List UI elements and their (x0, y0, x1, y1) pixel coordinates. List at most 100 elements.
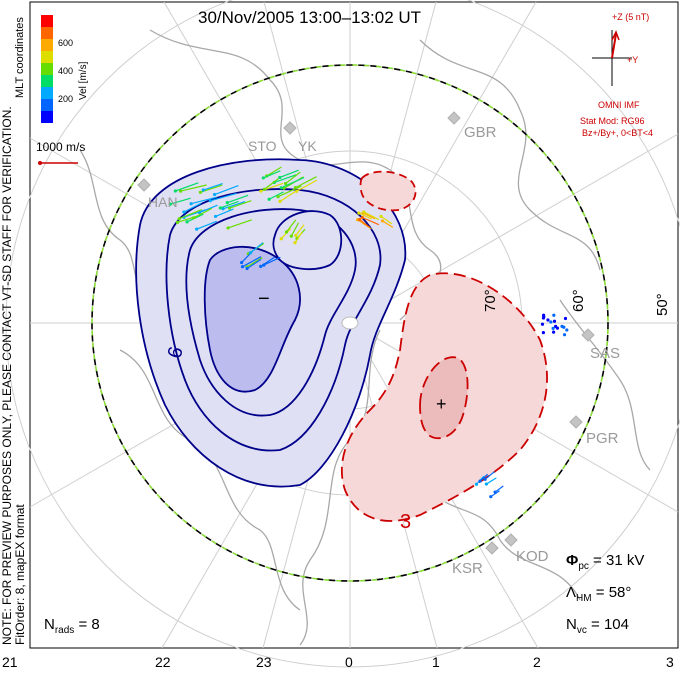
velocity-vector (295, 224, 305, 236)
coastline (299, 329, 381, 646)
velocity-vector (214, 184, 239, 196)
vector-origin (540, 322, 545, 326)
max-marker: + (436, 394, 447, 414)
note-line-2: FitOrder: 8, mapEX format (13, 504, 27, 645)
velocity-vector (179, 209, 203, 220)
note-line-1: NOTE: FOR PREVIEW PURPOSES ONLY, PLEASE … (0, 106, 14, 645)
lat-label-50: 50° (654, 293, 671, 316)
vector-scale-bar (38, 161, 78, 165)
velocity-vector (170, 197, 191, 205)
vector-origin (551, 330, 556, 334)
station-label-yk: YK (298, 138, 317, 154)
coastline (149, 29, 442, 321)
stat-lam-symbol: Λ (566, 584, 577, 601)
velocity-vector (490, 490, 500, 498)
station-marker (504, 533, 518, 547)
velocity-vector (285, 219, 297, 233)
color-scale-swatch (41, 99, 53, 111)
stat-nrads-value: = 8 (78, 616, 100, 633)
velocity-vector (294, 232, 303, 244)
velocity-vector (193, 207, 213, 219)
color-scale-label: Vel [m/s] (78, 61, 89, 100)
velocity-vector (280, 228, 292, 240)
lat-label-60: 60° (570, 289, 587, 312)
coastlines (79, 29, 651, 646)
color-scale-swatch (41, 111, 53, 123)
velocity-vector (296, 179, 318, 192)
velocity-vector (280, 176, 305, 189)
velocity-vector (266, 166, 282, 177)
mlt-tick-22: 22 (155, 654, 171, 670)
mlt-tick-1: 1 (432, 654, 440, 670)
hm-boundary-green (91, 64, 609, 582)
station-marker (283, 121, 297, 135)
velocity-vector (183, 202, 202, 213)
stat-lam-value: = 58° (595, 584, 632, 601)
station-marker (581, 328, 595, 342)
stat-lambda-hm: ΛHM = 58° (566, 584, 631, 604)
lat-circle-50 (5, 0, 680, 668)
station-label-sas: SAS (590, 345, 621, 362)
velocity-vector (196, 220, 217, 230)
velocity-vector (246, 257, 263, 268)
vector-origin (552, 319, 557, 323)
coastline (419, 479, 581, 601)
stat-phi-value: = 31 kV (593, 552, 645, 569)
velocity-vector (295, 176, 317, 189)
velocity-vector (268, 191, 284, 200)
vector-origin (542, 315, 546, 319)
velocity-vector (180, 184, 207, 192)
velocity-vector (242, 256, 262, 268)
mlt-line (349, 133, 679, 324)
velocity-vector (494, 485, 504, 493)
vector-origin (549, 320, 553, 324)
vector-origin (560, 324, 564, 328)
velocity-vector (203, 182, 223, 191)
vector-origin (541, 331, 546, 335)
velocity-vector (363, 211, 380, 221)
stat-nrads-sub: rads (54, 625, 75, 636)
color-scale-swatch (41, 63, 53, 75)
imf-y-label: +Y (627, 55, 639, 65)
coastline (119, 349, 301, 611)
stat-phi-symbol: Φ (566, 552, 579, 569)
imf-clock (592, 30, 632, 86)
velocity-vector (263, 170, 281, 179)
velocity-vector (362, 212, 376, 220)
velocity-vector (479, 473, 488, 482)
stat-n-vc: Nvc = 104 (566, 616, 629, 636)
dusk-cell (135, 158, 407, 488)
velocity-vector (380, 215, 393, 225)
velocity-vector (215, 208, 234, 217)
color-scale-swatch (41, 87, 53, 99)
lat-label-70: 70° (482, 289, 499, 312)
imf-source: OMNI IMF (598, 100, 640, 110)
velocity-vector (210, 192, 237, 202)
coord-label: MLT coordinates (14, 17, 26, 98)
dawn-contour-inner (419, 356, 469, 440)
station-marker (569, 415, 583, 429)
color-scale-swatch (41, 27, 53, 39)
color-scale-tick-400: 400 (58, 66, 74, 76)
station-marker (137, 178, 151, 192)
velocity-vector (274, 174, 297, 184)
velocity-vectors (168, 166, 569, 499)
color-scale-swatch (41, 15, 53, 27)
velocity-vector (229, 200, 252, 209)
stat-model: Stat Mod: RG96 (580, 116, 645, 126)
pole-marker (341, 316, 359, 330)
stat-nrads-symbol: N (44, 616, 55, 633)
velocity-vector (250, 242, 264, 254)
stat-nvc-value: = 104 (591, 616, 629, 633)
velocity-vector (246, 258, 262, 269)
dawn-cell (340, 170, 548, 522)
velocity-vector (358, 212, 372, 220)
min-marker: − (258, 288, 270, 310)
vector-scale-label: 1000 m/s (36, 140, 86, 154)
negative-contour-label: 6 (164, 344, 188, 360)
stat-lam-sub: HM (576, 593, 592, 604)
velocity-vector (227, 219, 252, 229)
dusk-contour (185, 208, 357, 417)
dusk-contour-inner (203, 245, 301, 393)
velocity-vector (175, 182, 199, 192)
